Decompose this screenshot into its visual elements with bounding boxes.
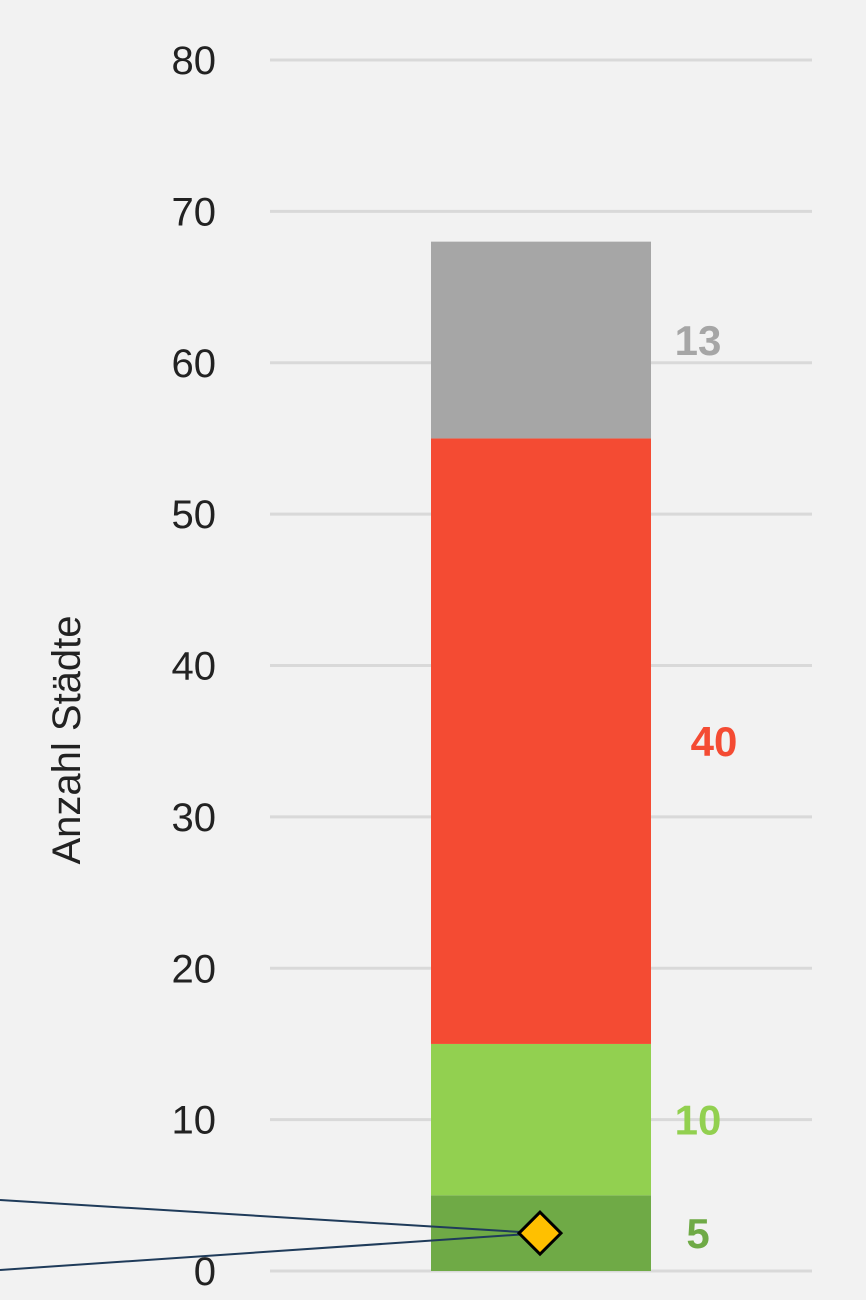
data-label-13: 13 xyxy=(675,317,722,364)
y-tick-label-80: 80 xyxy=(172,39,217,83)
y-tick-label-40: 40 xyxy=(172,645,217,689)
y-tick-label-0: 0 xyxy=(194,1250,216,1294)
y-axis-ticks: 0 10 20 30 40 50 60 70 80 xyxy=(172,39,217,1294)
data-label-10: 10 xyxy=(675,1097,722,1144)
data-labels: 5 10 40 13 xyxy=(675,317,738,1257)
y-tick-label-70: 70 xyxy=(172,190,217,234)
bar-segment-40 xyxy=(431,438,651,1044)
y-tick-label-30: 30 xyxy=(172,796,217,840)
data-label-40: 40 xyxy=(691,718,738,765)
y-tick-label-10: 10 xyxy=(172,1099,217,1143)
bar-segments xyxy=(431,241,651,1271)
bar-segment-10 xyxy=(431,1043,651,1196)
y-tick-label-50: 50 xyxy=(172,493,217,537)
diamond-marker xyxy=(516,1210,564,1257)
data-label-5: 5 xyxy=(686,1210,709,1257)
bar-segment-13 xyxy=(431,241,651,439)
y-tick-label-20: 20 xyxy=(172,947,217,991)
y-tick-label-60: 60 xyxy=(172,342,217,386)
annotation-callout xyxy=(0,1199,564,1271)
callout-line-lower xyxy=(0,1232,541,1271)
callout-line-upper xyxy=(0,1199,541,1235)
y-axis-label: Anzahl Städte xyxy=(45,615,89,864)
